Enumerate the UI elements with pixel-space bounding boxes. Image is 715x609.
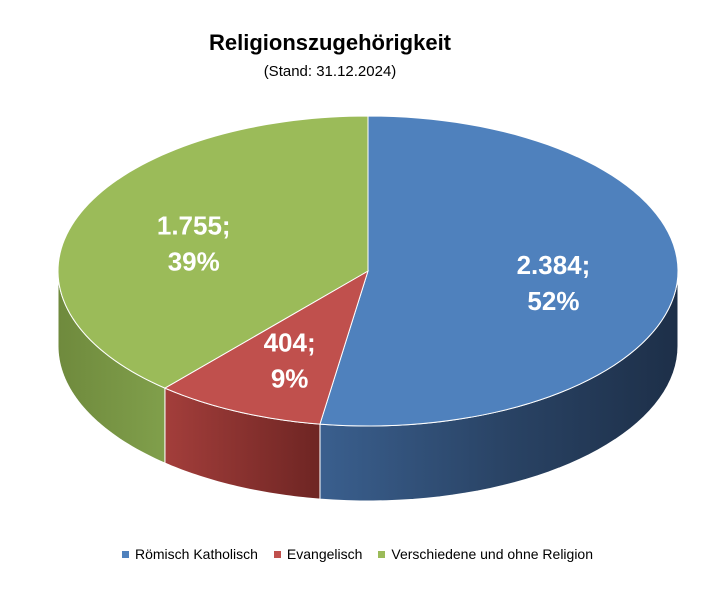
- legend-swatch: [273, 550, 281, 558]
- data-label-percent: 9%: [271, 363, 309, 393]
- pie-slice: [163, 269, 369, 425]
- legend-item-roemisch-katholisch: Römisch Katholisch: [121, 546, 258, 562]
- data-label-value: 1.755;: [157, 210, 231, 240]
- data-label-value: 404;: [264, 327, 316, 357]
- legend-item-verschiedene-ohne-religion: Verschiedene und ohne Religion: [378, 546, 593, 562]
- legend-swatch: [121, 550, 129, 558]
- data-label-value: 2.384;: [517, 250, 591, 280]
- chart-title: Religionszugehörigkeit: [208, 30, 452, 55]
- data-label-percent: 52%: [527, 286, 579, 316]
- chart-subtitle: (Stand: 31.12.2024): [263, 63, 397, 80]
- legend: Römisch Katholisch Evangelisch Verschied…: [0, 546, 715, 562]
- data-label-percent: 39%: [168, 246, 220, 276]
- legend-label: Römisch Katholisch: [134, 546, 258, 562]
- legend-swatch: [378, 550, 386, 558]
- legend-item-evangelisch: Evangelisch: [273, 546, 363, 562]
- pie-slice: [57, 115, 369, 389]
- pie-slice: [319, 115, 679, 427]
- legend-label: Evangelisch: [286, 546, 363, 562]
- legend-label: Verschiedene und ohne Religion: [391, 546, 594, 562]
